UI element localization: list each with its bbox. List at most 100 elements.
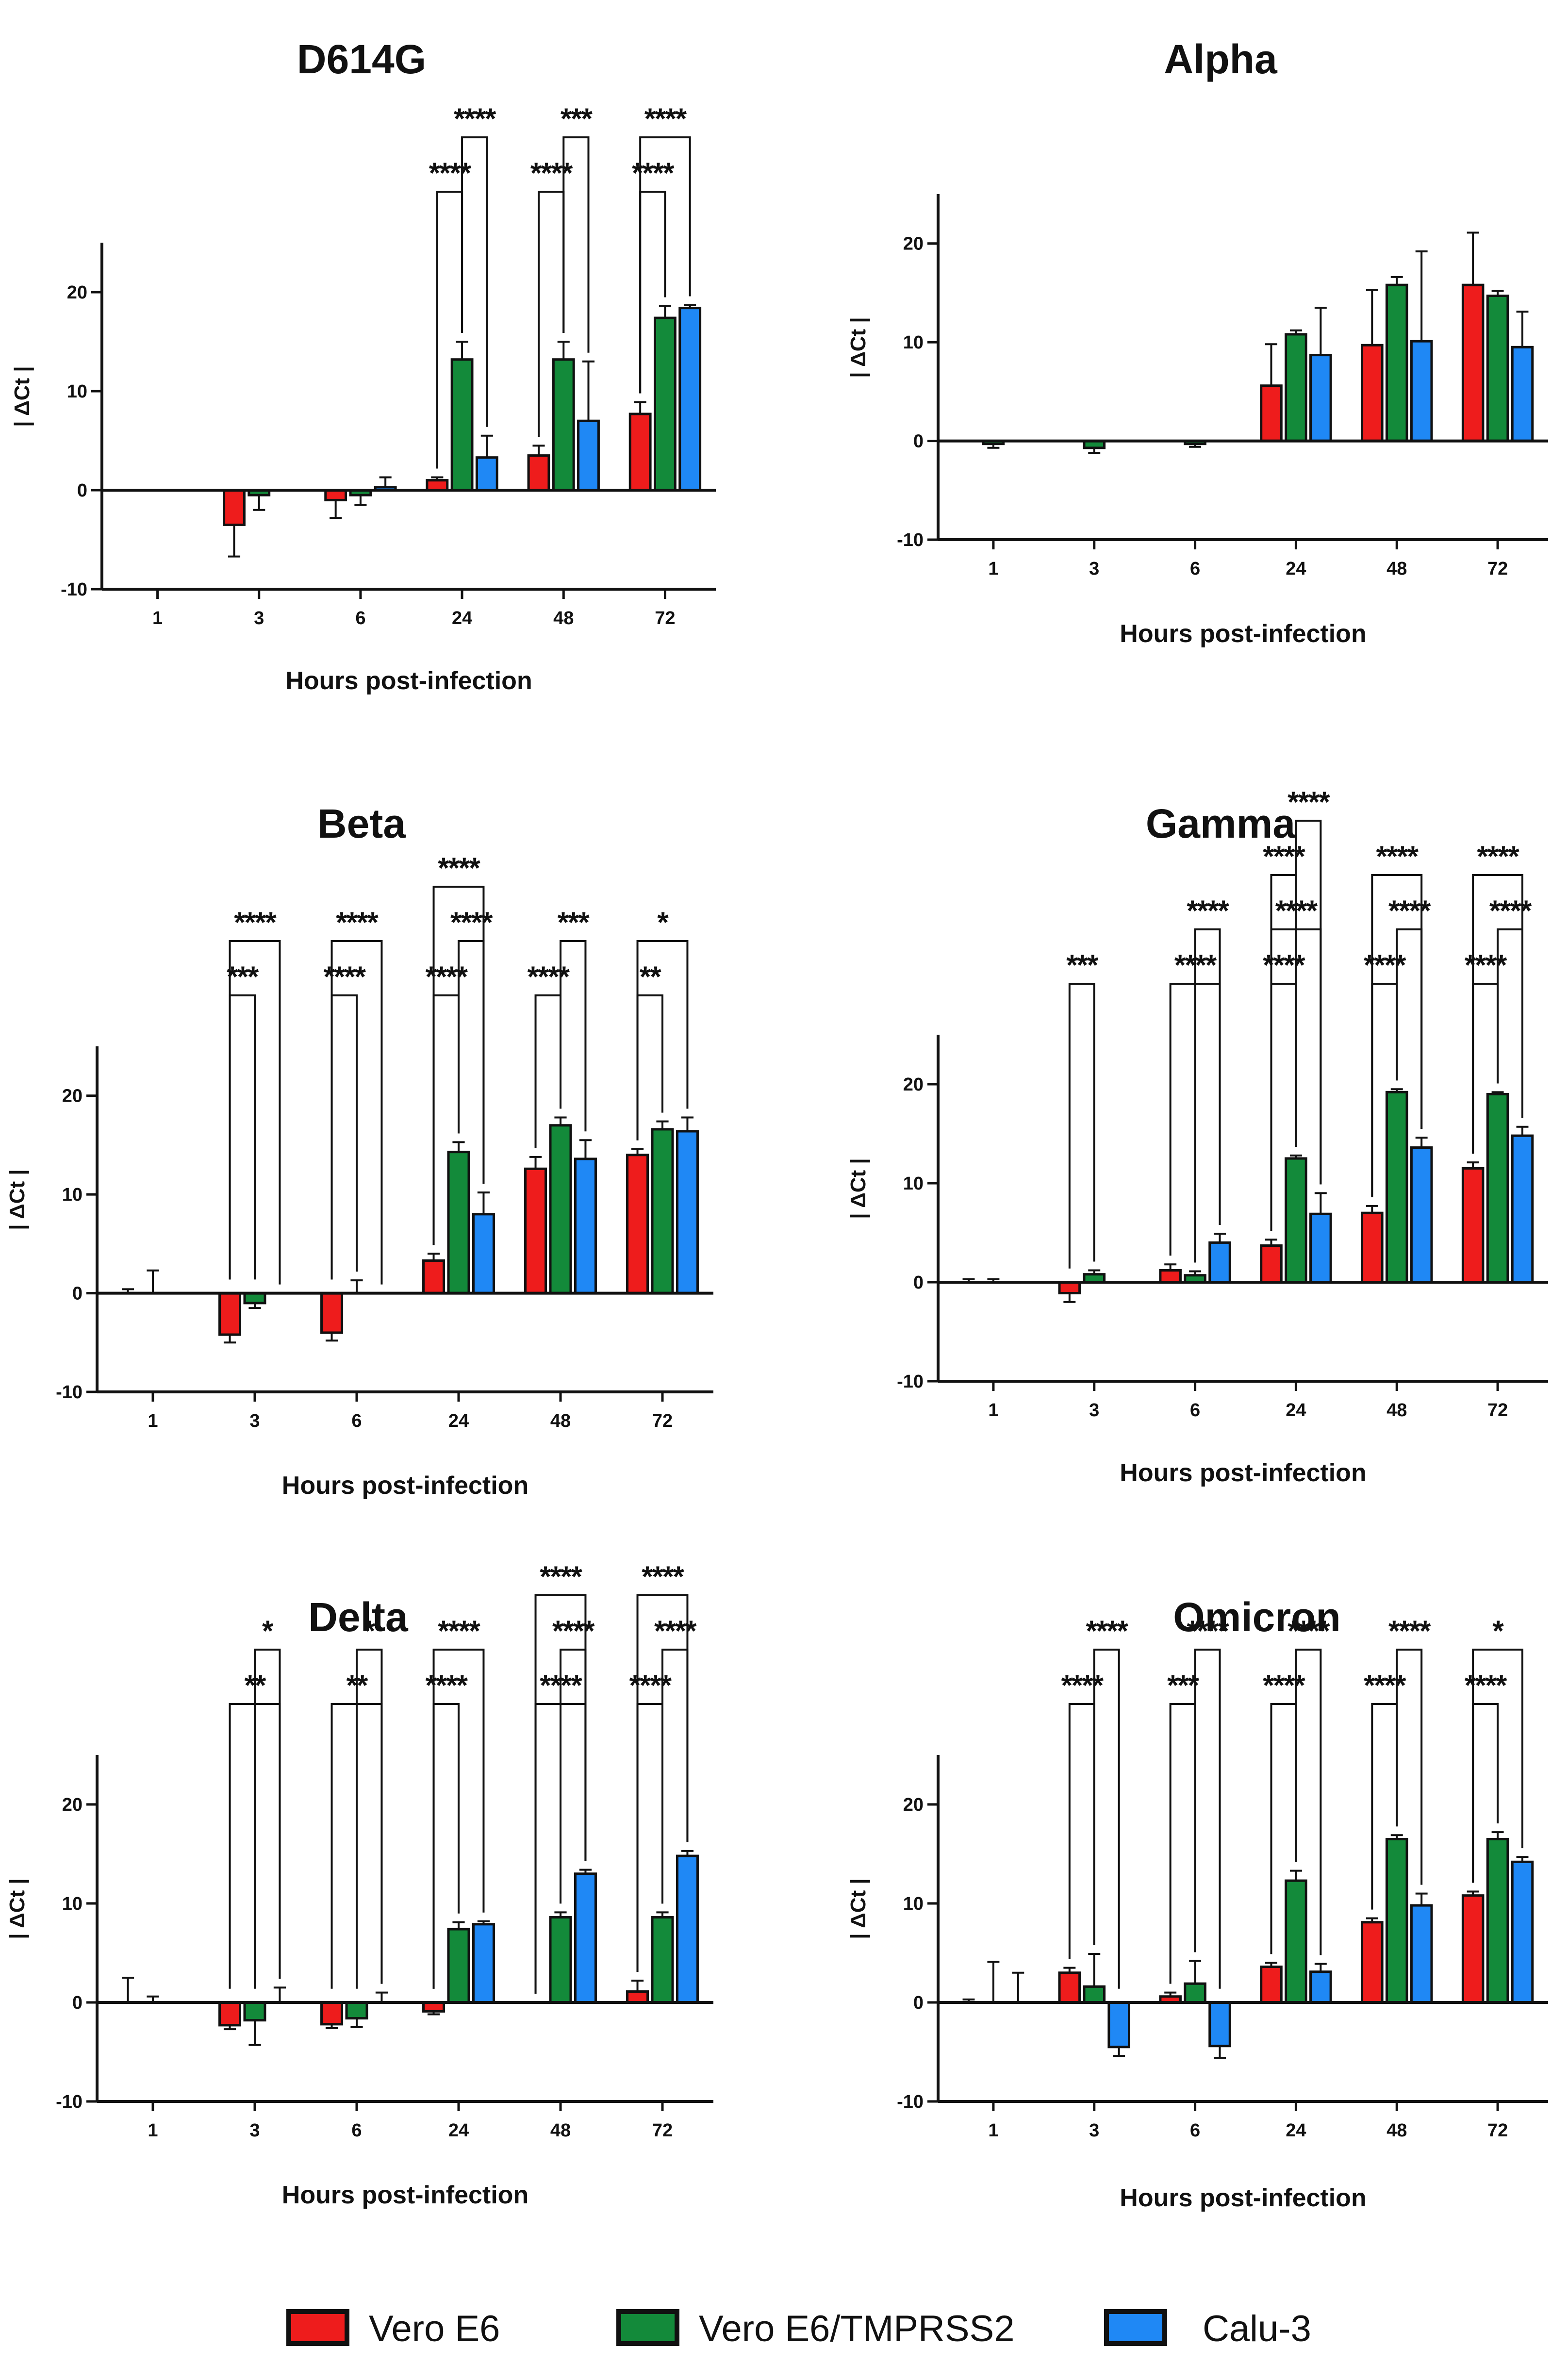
y-tick-label: 10 (67, 381, 87, 402)
significance-label: *** (227, 960, 259, 993)
significance-label: **** (528, 960, 570, 993)
x-tick-label: 24 (448, 2120, 469, 2141)
x-tick-label: 72 (1487, 1400, 1508, 1421)
bar (1461, 1894, 1485, 2004)
x-tick-label: 6 (1190, 1400, 1200, 1421)
bar (472, 1213, 495, 1295)
bar (577, 419, 600, 492)
significance-label: **** (1263, 1669, 1305, 1702)
y-tick-label: -10 (56, 2092, 83, 2112)
y-tick-label: -10 (897, 1372, 924, 1392)
significance-label: **** (654, 1615, 697, 1647)
y-tick-label: 10 (62, 1894, 83, 1914)
significance-label: ** (245, 1669, 266, 1702)
chart-omicron: Omicron -10 0 10 20 | ΔCt | 1 3 6 24 48 72 Hours pos… (846, 1594, 1548, 2212)
bracket-line (636, 1594, 689, 1972)
significance-label: *** (558, 906, 590, 939)
significance-label: *** (1066, 949, 1099, 981)
x-tick-label: 72 (655, 608, 675, 628)
bar (422, 1259, 446, 1295)
x-tick-label: 3 (1089, 2120, 1099, 2141)
bracket-line (1295, 1649, 1322, 1955)
x-tick-label: 1 (152, 608, 163, 628)
significance-label: **** (450, 906, 493, 939)
bar (1260, 1244, 1283, 1284)
bracket-line (562, 136, 590, 353)
significance-label: **** (1388, 894, 1431, 927)
bracket-line (356, 1649, 383, 1989)
bar (324, 489, 347, 501)
significance-label: **** (426, 960, 468, 993)
significance-label: **** (429, 157, 472, 189)
bar (243, 1292, 266, 1305)
bar (1058, 1281, 1081, 1294)
significance-label: **** (438, 852, 480, 884)
chart-gamma: Gamma -10 0 10 20 | ΔCt | 1 3 6 24 48 72 Hours post-… (846, 786, 1548, 1487)
x-tick-label: 48 (1386, 2120, 1407, 2141)
significance-bracket: **** (1287, 1615, 1331, 1955)
chart-title: Alpha (1164, 36, 1278, 82)
significance-label: **** (454, 102, 496, 135)
significance-label: * (1492, 1615, 1504, 1647)
bar (1285, 1879, 1307, 2004)
bar (678, 307, 702, 492)
significance-bracket: **** (432, 852, 485, 1245)
bar (450, 358, 474, 492)
bracket-line (254, 1649, 281, 1989)
bar (223, 489, 246, 526)
x-axis-label: Hours post-infection (1120, 620, 1366, 648)
bar (1410, 1904, 1433, 2004)
significance-label: **** (644, 102, 687, 135)
significance-bracket: ** (636, 960, 663, 1141)
bar (426, 479, 449, 492)
chart-d614g: D614G -10 0 10 20 | ΔCt | 1 3 6 24 48 72 Hours post-… (10, 36, 716, 695)
y-tick-label: -10 (897, 2092, 924, 2112)
significance-label: **** (1477, 840, 1519, 873)
significance-bracket: **** (639, 102, 691, 394)
significance-bracket: **** (528, 960, 571, 1148)
significance-bracket: **** (330, 906, 383, 1285)
bar (651, 1128, 674, 1295)
bar (1461, 283, 1485, 443)
significance-label: **** (1174, 949, 1217, 981)
bar (574, 1872, 597, 2004)
x-tick-label: 6 (351, 1411, 362, 1431)
y-axis-label: | ΔCt | (846, 1878, 871, 1939)
chart-title: Beta (317, 801, 406, 846)
significance-label: *** (561, 102, 593, 135)
y-tick-label: 20 (67, 282, 87, 303)
bracket-line (1169, 1703, 1196, 1984)
chart-alpha: Alpha -10 0 10 20 | ΔCt | 1 3 6 24 48 72 Hours post-… (846, 36, 1548, 648)
bar (628, 413, 652, 492)
significance-bracket: *** (561, 102, 594, 353)
legend-label-vero-e6: Vero E6 (369, 2308, 500, 2349)
bar (1285, 333, 1307, 443)
y-tick-label: 20 (903, 1075, 924, 1095)
bracket-line (1068, 983, 1095, 1269)
y-tick-label: 20 (903, 1795, 924, 1815)
x-tick-label: 6 (351, 2120, 362, 2141)
bar (1361, 344, 1384, 443)
significance-label: ** (640, 960, 661, 993)
x-tick-label: 6 (1190, 559, 1200, 579)
x-tick-label: 6 (1190, 2120, 1200, 2141)
bar (1159, 1269, 1182, 1284)
bracket-line (1396, 1649, 1423, 1885)
bar (472, 1923, 495, 2004)
significance-bracket: **** (324, 960, 367, 1280)
bar (654, 316, 677, 492)
significance-bracket: *** (227, 960, 260, 1280)
significance-label: ** (347, 1669, 368, 1702)
bar (552, 358, 575, 492)
x-tick-label: 1 (148, 1411, 158, 1431)
significance-bracket: **** (1371, 840, 1423, 1197)
y-tick-label: 20 (62, 1795, 83, 1815)
significance-bracket: **** (636, 1560, 689, 1972)
significance-label: **** (1465, 949, 1507, 981)
x-tick-label: 48 (1386, 559, 1407, 579)
bar (1309, 1212, 1332, 1284)
legend-swatch-vero-e6 (286, 2309, 349, 2346)
significance-bracket: **** (534, 1560, 587, 1994)
x-tick-label: 1 (988, 2120, 998, 2141)
bar (345, 2001, 368, 2020)
